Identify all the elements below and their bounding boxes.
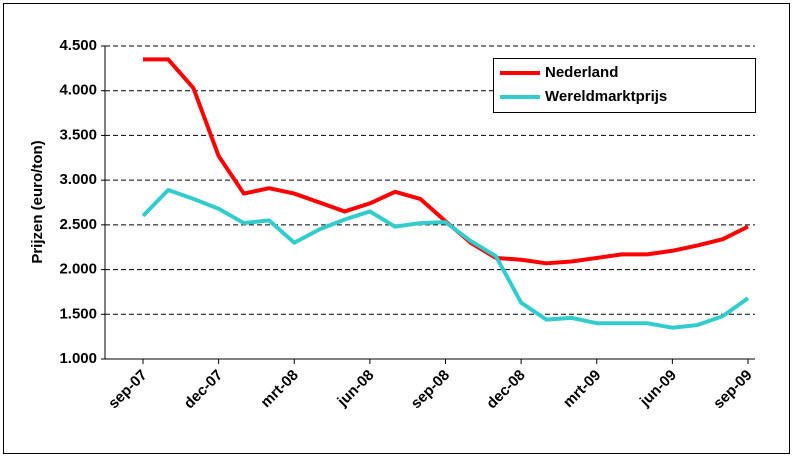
legend-label: Nederland — [545, 64, 618, 81]
line-series — [141, 187, 750, 330]
y-tick-label: 2.500 — [59, 216, 97, 233]
y-tick-label: 3.500 — [59, 126, 97, 143]
y-tick-label: 2.000 — [59, 261, 97, 278]
y-tick-label: 1.500 — [59, 305, 97, 322]
y-axis-label: Prijzen (euro/ton) — [29, 140, 46, 263]
y-tick-label: 3.000 — [59, 171, 97, 188]
y-tick-label: 4.500 — [59, 37, 97, 54]
y-tick-label: 4.000 — [59, 82, 97, 99]
legend-label: Wereldmarktprijs — [545, 88, 667, 105]
y-tick-label: 1.000 — [59, 350, 97, 367]
legend-box — [493, 58, 756, 113]
